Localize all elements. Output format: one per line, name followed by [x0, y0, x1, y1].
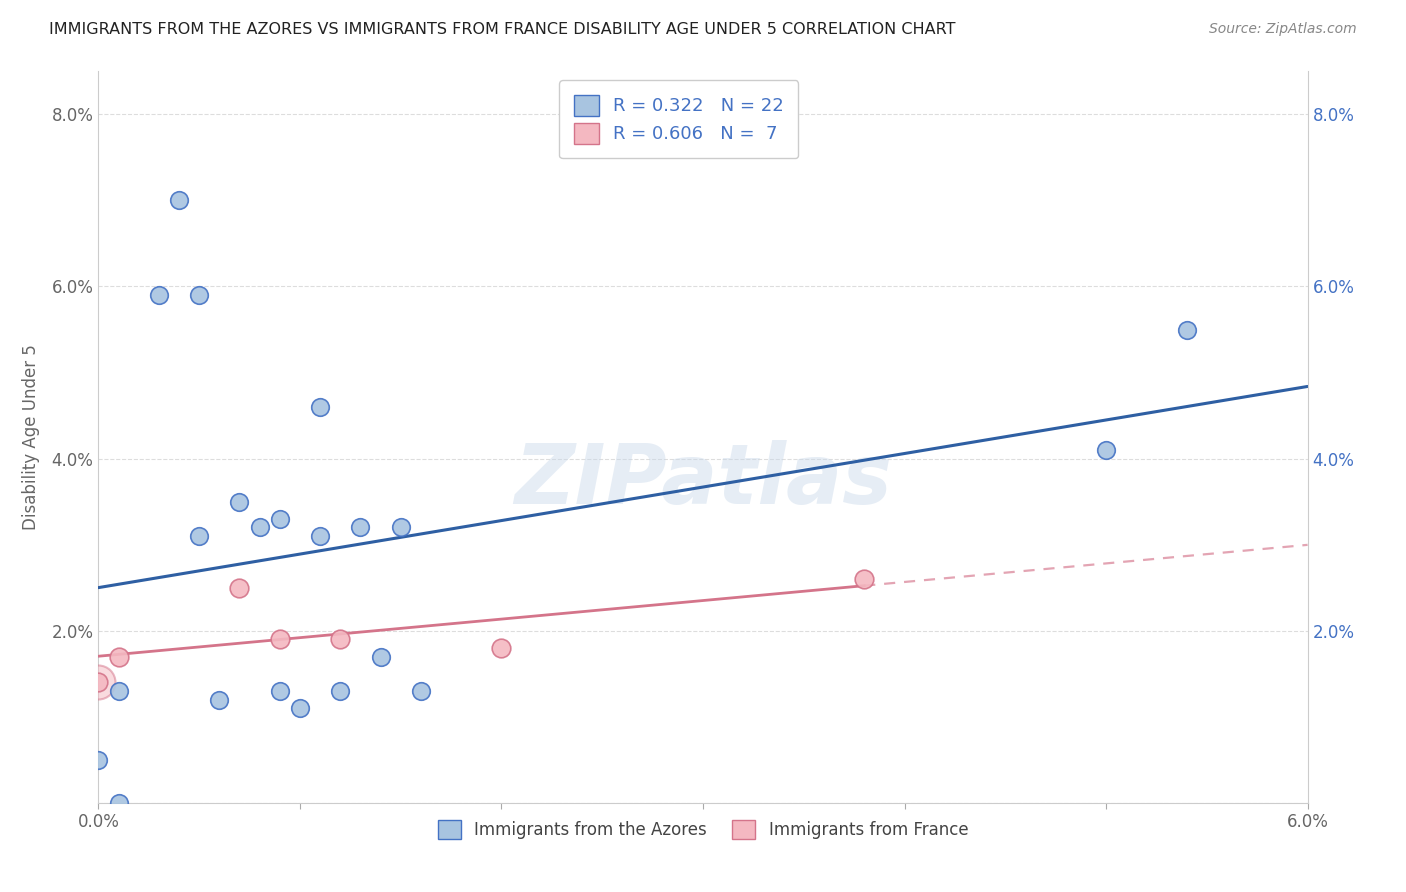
Point [329, 632, 352, 647]
Y-axis label: Disability Age Under 5: Disability Age Under 5 [22, 344, 41, 530]
Point [269, 632, 291, 647]
Legend: Immigrants from the Azores, Immigrants from France: Immigrants from the Azores, Immigrants f… [432, 814, 974, 846]
Point [853, 572, 876, 586]
Text: ZIPatlas: ZIPatlas [515, 441, 891, 522]
Point [309, 400, 332, 414]
Point [228, 581, 250, 595]
Point [409, 684, 432, 698]
Point [288, 701, 311, 715]
Point [87, 675, 110, 690]
Point [491, 640, 513, 655]
Point [1175, 322, 1198, 336]
Point [370, 649, 392, 664]
Point [208, 692, 231, 706]
Text: IMMIGRANTS FROM THE AZORES VS IMMIGRANTS FROM FRANCE DISABILITY AGE UNDER 5 CORR: IMMIGRANTS FROM THE AZORES VS IMMIGRANTS… [49, 22, 956, 37]
Point [249, 520, 271, 534]
Point [107, 684, 129, 698]
Point [188, 529, 211, 543]
Point [389, 520, 412, 534]
Point [269, 512, 291, 526]
Point [87, 675, 110, 690]
Point [87, 753, 110, 767]
Point [349, 520, 371, 534]
Point [309, 529, 332, 543]
Text: Source: ZipAtlas.com: Source: ZipAtlas.com [1209, 22, 1357, 37]
Point [269, 684, 291, 698]
Point [1095, 442, 1118, 457]
Point [167, 194, 190, 208]
Point [188, 288, 211, 302]
Point [329, 684, 352, 698]
Point [228, 494, 250, 508]
Point [107, 649, 129, 664]
Point [148, 288, 170, 302]
Point [107, 796, 129, 810]
